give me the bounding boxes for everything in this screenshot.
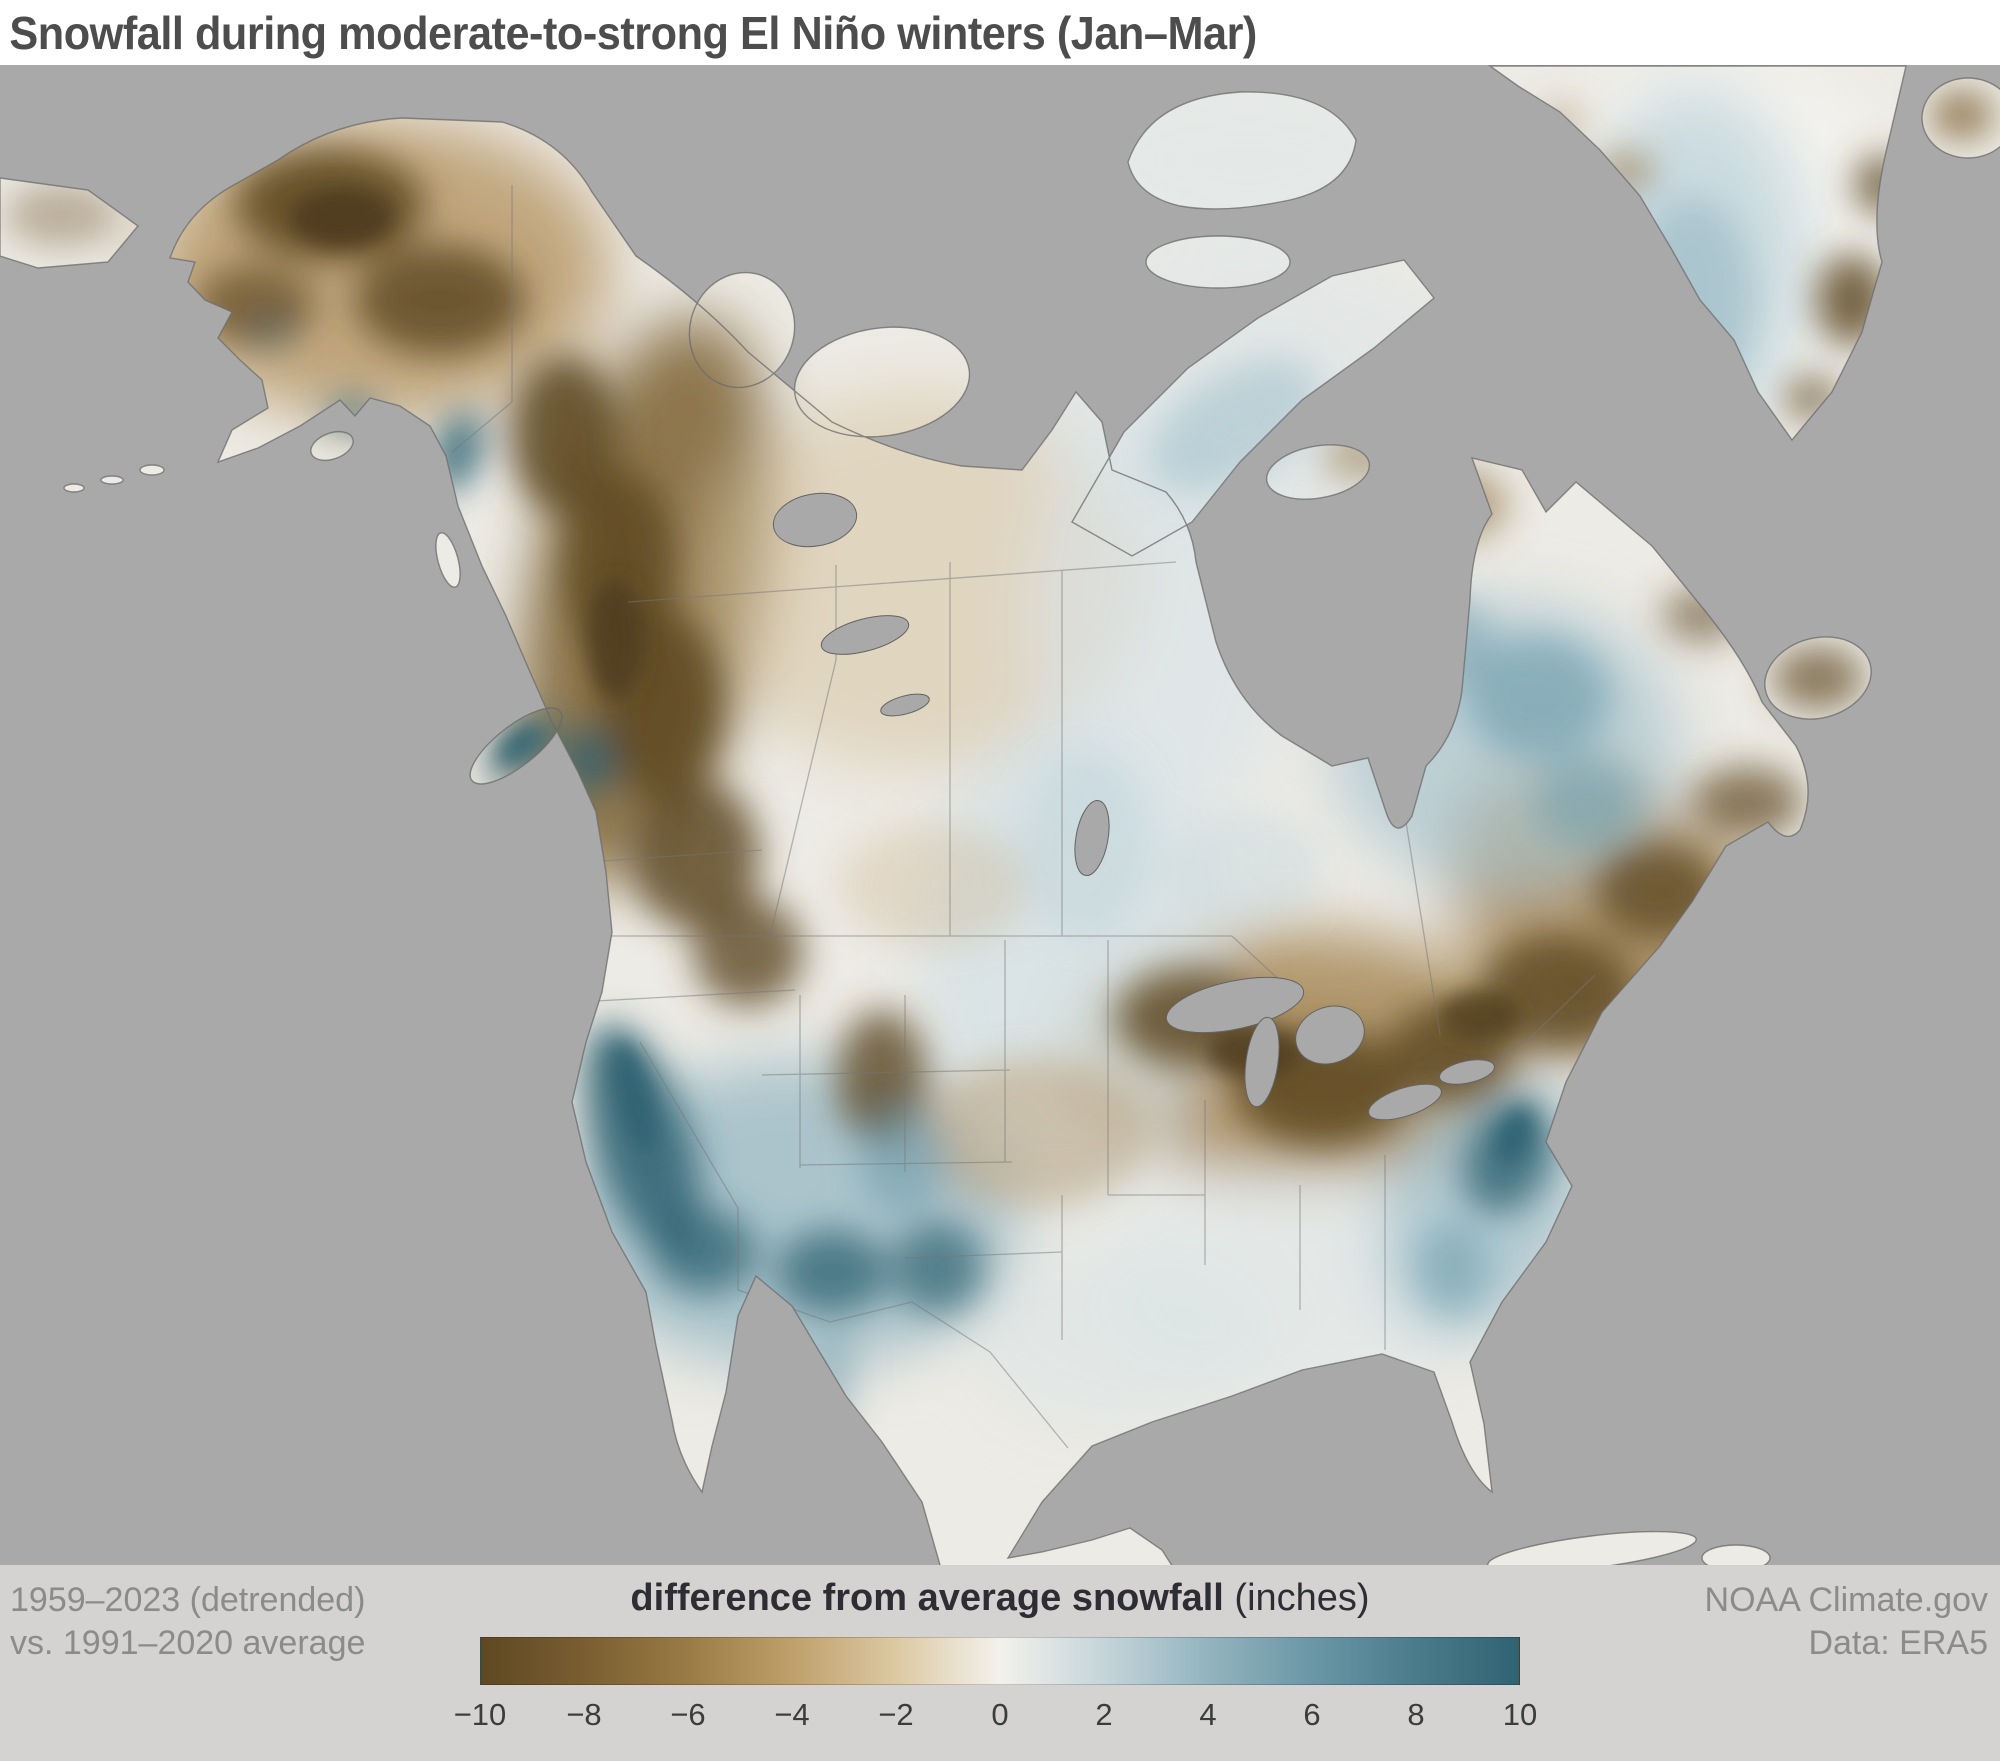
source-line-1: NOAA Climate.gov (1704, 1581, 1988, 1619)
period-line-1: 1959–2023 (detrended) (10, 1581, 366, 1619)
period-attribution: 1959–2023 (detrended) vs. 1991–2020 aver… (10, 1579, 365, 1665)
title-bar: Snowfall during moderate-to-strong El Ni… (0, 0, 2000, 65)
colorbar-tick: −10 (453, 1697, 507, 1732)
colorbar-tick: 4 (1199, 1697, 1217, 1732)
colorbar-tick: 6 (1303, 1697, 1321, 1732)
colorbar-tick: −2 (878, 1697, 914, 1732)
map-container (0, 65, 2000, 1565)
legend-title-bold: difference from average snowfall (630, 1577, 1224, 1619)
colorbar-ticks: −10 −8 −6 −4 −2 0 2 4 6 8 10 (454, 1697, 1538, 1739)
lakes-layer (772, 492, 1495, 1121)
source-attribution: NOAA Climate.gov Data: ERA5 (1705, 1579, 1988, 1665)
legend-title: difference from average snowfall (inches… (630, 1577, 1369, 1620)
colorbar-tick: 10 (1502, 1697, 1538, 1732)
colorbar-tick: −6 (670, 1697, 706, 1732)
colorbar-tick: 8 (1407, 1697, 1425, 1732)
colorbar-tick: 2 (1095, 1697, 1113, 1732)
colorbar-tick: −4 (774, 1697, 810, 1732)
legend-title-units: (inches) (1223, 1577, 1370, 1619)
colorbar-gradient (480, 1637, 1520, 1685)
legend-footer: 1959–2023 (detrended) vs. 1991–2020 aver… (0, 1565, 2000, 1761)
colorbar-tick: 0 (991, 1697, 1009, 1732)
source-line-2: Data: ERA5 (1808, 1624, 1988, 1662)
colorbar-tick: −8 (566, 1697, 602, 1732)
period-line-2: vs. 1991–2020 average (10, 1624, 366, 1662)
page-title: Snowfall during moderate-to-strong El Ni… (9, 6, 1257, 59)
north-america-map (0, 65, 2000, 1565)
